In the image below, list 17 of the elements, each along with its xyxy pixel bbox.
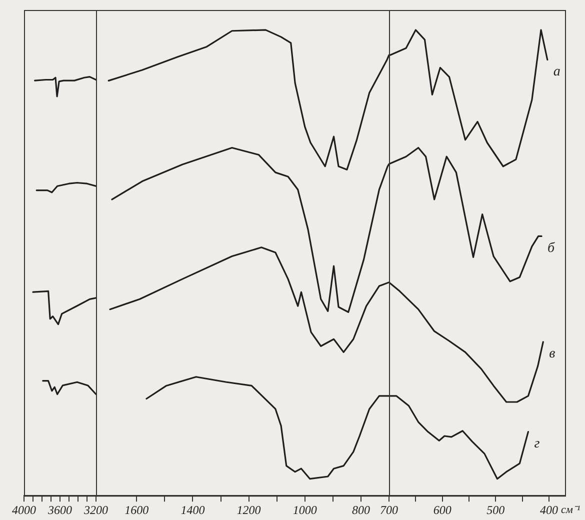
- series-label: б: [548, 240, 556, 256]
- x-tick-label: 800: [352, 502, 370, 517]
- series-label: г: [534, 436, 540, 452]
- x-tick-label: 500: [486, 502, 505, 517]
- x-tick-label: 3200: [83, 502, 108, 517]
- x-tick-label: 3600: [47, 502, 72, 517]
- x-tick-label: 1200: [236, 502, 261, 517]
- x-tick-label: 1400: [180, 502, 205, 517]
- series-label: в: [549, 346, 556, 362]
- x-tick-label: 4000: [12, 502, 36, 517]
- x-tick-label: 1000: [292, 502, 317, 517]
- x-axis-title: см⁻¹: [561, 504, 580, 516]
- x-tick-label: 400: [540, 502, 558, 517]
- x-tick-label: 600: [433, 502, 452, 517]
- series-label: а: [553, 64, 560, 80]
- x-tick-label: 700: [380, 502, 398, 517]
- x-tick-label: 1600: [124, 502, 149, 517]
